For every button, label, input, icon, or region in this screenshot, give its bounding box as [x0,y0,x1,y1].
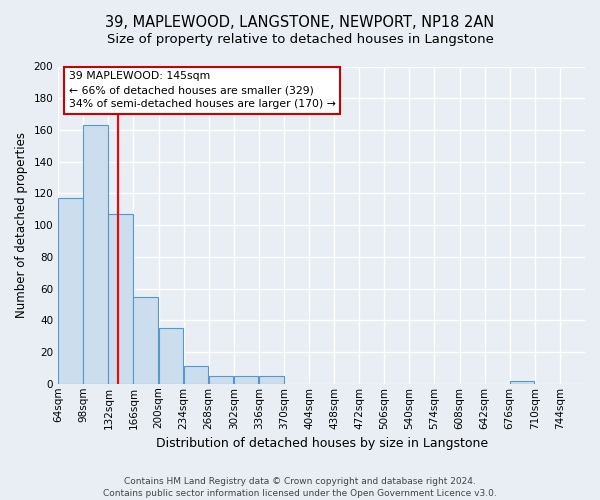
Text: Contains HM Land Registry data © Crown copyright and database right 2024.
Contai: Contains HM Land Registry data © Crown c… [103,476,497,498]
X-axis label: Distribution of detached houses by size in Langstone: Distribution of detached houses by size … [155,437,488,450]
Bar [259,376,284,384]
Text: 39 MAPLEWOOD: 145sqm
← 66% of detached houses are smaller (329)
34% of semi-deta: 39 MAPLEWOOD: 145sqm ← 66% of detached h… [69,72,335,110]
Y-axis label: Number of detached properties: Number of detached properties [15,132,28,318]
Bar [83,125,108,384]
Bar [158,328,183,384]
Bar [209,376,233,384]
Bar [234,376,259,384]
Bar [58,198,83,384]
Text: 39, MAPLEWOOD, LANGSTONE, NEWPORT, NP18 2AN: 39, MAPLEWOOD, LANGSTONE, NEWPORT, NP18 … [106,15,494,30]
Bar [133,296,158,384]
Bar [184,366,208,384]
Bar [109,214,133,384]
Text: Size of property relative to detached houses in Langstone: Size of property relative to detached ho… [107,32,493,46]
Bar [510,380,535,384]
